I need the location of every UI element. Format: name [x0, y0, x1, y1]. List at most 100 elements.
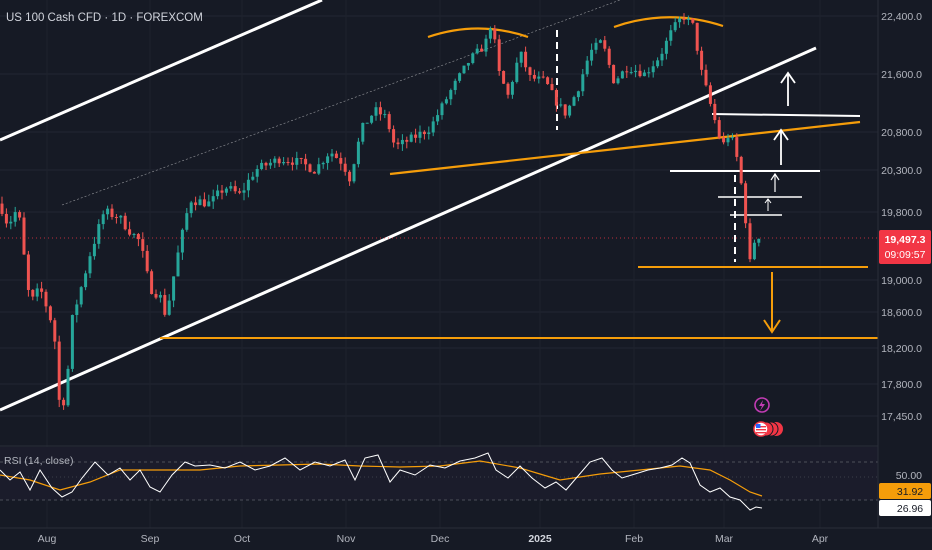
candle[interactable]: [246, 179, 250, 191]
candle[interactable]: [488, 28, 492, 39]
candle[interactable]: [286, 161, 290, 163]
candle[interactable]: [189, 202, 193, 214]
candle[interactable]: [462, 65, 466, 74]
candle[interactable]: [590, 49, 594, 61]
candle[interactable]: [154, 293, 158, 298]
candle[interactable]: [343, 163, 347, 172]
candle[interactable]: [229, 186, 233, 189]
last-price-badge[interactable]: 19,497.3 09:09:57: [879, 230, 931, 264]
candle[interactable]: [572, 97, 576, 106]
candle[interactable]: [387, 114, 391, 130]
candle[interactable]: [660, 53, 664, 61]
candle[interactable]: [506, 83, 510, 95]
candle[interactable]: [304, 158, 308, 165]
candle[interactable]: [392, 129, 396, 143]
us-flag-event-icon[interactable]: [753, 421, 783, 437]
candle[interactable]: [594, 42, 598, 50]
candle[interactable]: [326, 156, 330, 163]
candle[interactable]: [84, 273, 88, 288]
candle[interactable]: [612, 64, 616, 84]
candle[interactable]: [730, 137, 734, 139]
candle[interactable]: [4, 213, 8, 224]
candle[interactable]: [422, 131, 426, 135]
candle[interactable]: [18, 212, 22, 218]
rsi-value-badge[interactable]: 26.96: [879, 500, 931, 516]
candle[interactable]: [158, 295, 162, 298]
candle[interactable]: [70, 314, 74, 369]
candle[interactable]: [708, 85, 712, 104]
candle[interactable]: [268, 162, 272, 166]
candle[interactable]: [317, 164, 321, 174]
candle[interactable]: [57, 341, 61, 400]
candle[interactable]: [722, 137, 726, 143]
candle[interactable]: [66, 368, 70, 406]
channel-lower-line[interactable]: [0, 46, 817, 412]
candle[interactable]: [541, 76, 545, 78]
candle[interactable]: [673, 22, 677, 31]
candle[interactable]: [365, 122, 369, 124]
candle[interactable]: [554, 90, 558, 106]
candle[interactable]: [141, 239, 145, 251]
candle[interactable]: [638, 70, 642, 77]
up-arrow-2[interactable]: [773, 128, 789, 165]
candle[interactable]: [444, 99, 448, 104]
candle[interactable]: [334, 153, 338, 159]
candle[interactable]: [233, 186, 237, 192]
candle[interactable]: [603, 40, 607, 49]
candle[interactable]: [664, 40, 668, 54]
candle[interactable]: [748, 223, 752, 260]
time-axis[interactable]: Aug Sep Oct Nov Dec 2025 Feb Mar Apr: [0, 527, 932, 545]
candle[interactable]: [568, 105, 572, 116]
candle[interactable]: [532, 74, 536, 79]
candle[interactable]: [409, 134, 413, 142]
candle[interactable]: [330, 153, 334, 157]
up-arrow-1[interactable]: [780, 71, 796, 106]
candle[interactable]: [642, 72, 646, 77]
candle[interactable]: [202, 199, 206, 207]
channel-upper-line[interactable]: [0, 0, 323, 142]
candle[interactable]: [528, 67, 532, 75]
candle[interactable]: [53, 320, 57, 342]
candle[interactable]: [92, 243, 96, 257]
candle[interactable]: [647, 72, 651, 74]
resistance-level-1[interactable]: [711, 113, 861, 117]
candle[interactable]: [348, 171, 352, 182]
candle[interactable]: [9, 221, 13, 224]
candle[interactable]: [40, 288, 44, 292]
candle[interactable]: [255, 169, 259, 177]
candle[interactable]: [167, 300, 171, 315]
candle[interactable]: [207, 201, 211, 207]
rsi-ma-badge[interactable]: 31.92: [879, 483, 931, 499]
candle[interactable]: [123, 215, 127, 230]
candle[interactable]: [361, 122, 365, 142]
candle[interactable]: [691, 18, 695, 23]
candle[interactable]: [119, 215, 123, 218]
channel-mid-line[interactable]: [61, 0, 621, 206]
candle[interactable]: [312, 171, 316, 174]
candle[interactable]: [128, 229, 132, 235]
candle[interactable]: [458, 73, 462, 81]
candle[interactable]: [176, 252, 180, 277]
candle[interactable]: [374, 107, 378, 116]
candle[interactable]: [216, 190, 220, 197]
candle[interactable]: [576, 91, 580, 98]
candle[interactable]: [436, 115, 440, 122]
candle[interactable]: [321, 162, 325, 165]
candle[interactable]: [114, 216, 118, 218]
candle[interactable]: [515, 62, 519, 82]
candle[interactable]: [13, 212, 17, 222]
candle[interactable]: [110, 208, 114, 217]
candle[interactable]: [550, 84, 554, 91]
candle[interactable]: [695, 22, 699, 51]
candle[interactable]: [356, 141, 360, 165]
candle[interactable]: [194, 202, 198, 206]
candle[interactable]: [260, 162, 264, 170]
candle[interactable]: [136, 234, 140, 240]
candle[interactable]: [242, 190, 246, 193]
candle[interactable]: [224, 188, 228, 193]
candle[interactable]: [453, 80, 457, 91]
candle[interactable]: [44, 291, 48, 307]
candle[interactable]: [546, 77, 550, 85]
candle[interactable]: [370, 115, 374, 123]
